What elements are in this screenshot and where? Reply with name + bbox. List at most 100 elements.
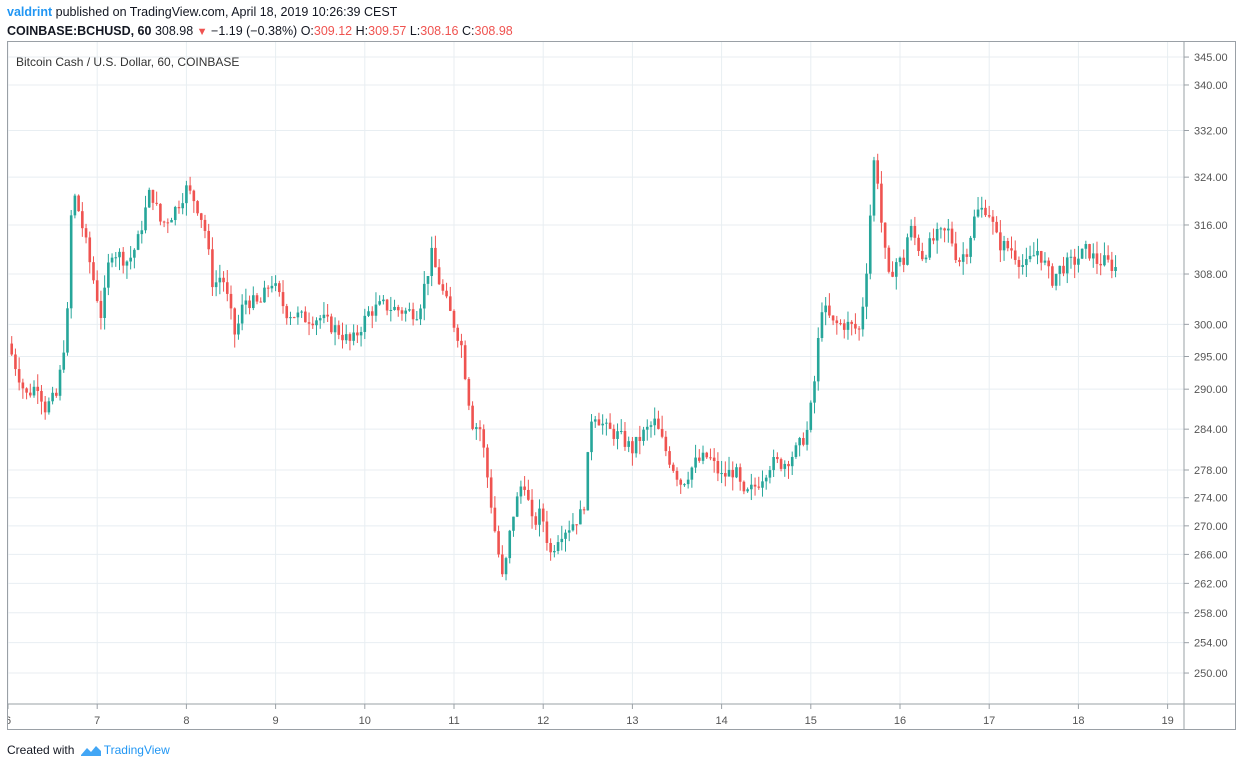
candle-up [980, 207, 984, 210]
candle-down [493, 507, 497, 532]
candle-up [627, 441, 630, 447]
candle-down [199, 213, 203, 220]
candle-down [281, 292, 285, 307]
candle-up [419, 308, 422, 320]
candle-up [393, 306, 396, 310]
candle-down [285, 306, 289, 319]
candle-up [252, 295, 255, 309]
candle-down [631, 441, 634, 454]
candle-down [828, 305, 831, 316]
candle-up [894, 262, 898, 277]
candle-down [225, 282, 229, 294]
candle-down [248, 300, 251, 309]
candle-up [761, 481, 764, 488]
candle-up [374, 304, 378, 316]
candle-down [29, 392, 32, 396]
open-value: 309.12 [313, 24, 353, 38]
candle-down [612, 428, 616, 439]
candle-down [307, 322, 311, 324]
candle-up [586, 452, 590, 511]
candle-up [824, 305, 827, 313]
candle-up [359, 331, 363, 336]
candle-down [1110, 259, 1114, 271]
candle-up [690, 467, 694, 480]
candle-up [129, 257, 132, 262]
candle-down [341, 334, 344, 341]
candle-down [842, 323, 846, 330]
candle-down [671, 464, 675, 471]
candle-up [601, 423, 604, 426]
candle-down [954, 243, 958, 261]
candle-up [404, 310, 407, 314]
candle-down [36, 386, 40, 391]
candle-down [192, 190, 196, 202]
candle-down [229, 293, 233, 309]
candle-down [883, 222, 887, 248]
candle-down [1073, 256, 1076, 265]
candle-down [623, 431, 627, 447]
x-tick-label: 17 [983, 715, 995, 727]
candle-down [675, 470, 679, 480]
candle-down [932, 238, 935, 241]
candle-up [58, 369, 62, 396]
candle-down [597, 419, 601, 426]
candle-down [121, 251, 125, 266]
author-link[interactable]: valdrint [7, 5, 53, 19]
candle-down [452, 310, 456, 328]
y-tick-label: 290.00 [1194, 384, 1228, 396]
y-tick-label: 270.00 [1194, 521, 1228, 533]
candle-up [344, 334, 348, 341]
candle-up [976, 209, 980, 217]
candle-down [81, 211, 84, 229]
candle-down [1013, 250, 1017, 260]
x-tick-label: 11 [448, 715, 459, 727]
candle-down [356, 332, 359, 336]
candle-down [917, 237, 920, 252]
y-tick-label: 258.00 [1194, 608, 1228, 620]
candle-down [486, 447, 489, 478]
candle-up [969, 237, 972, 257]
candle-down [638, 436, 642, 442]
candle-down [1051, 266, 1054, 286]
chart-frame[interactable]: 345.00 340.00 332.00 324.00 316.00 308.00 300.… [7, 41, 1236, 730]
candle-up [783, 463, 787, 469]
candle-down [396, 306, 400, 311]
last-price: 308.98 [154, 24, 194, 38]
candle-up [289, 317, 292, 319]
candle-down [177, 207, 181, 209]
price-chart[interactable]: 345.00 340.00 332.00 324.00 316.00 308.00 300.… [8, 42, 1235, 729]
candle-down [1106, 255, 1110, 260]
candle-up [1025, 259, 1028, 266]
close-value: 308.98 [474, 24, 513, 38]
candle-up [274, 283, 277, 286]
y-tick-label: 262.00 [1194, 578, 1228, 590]
x-tick-label: 10 [359, 715, 371, 727]
tradingview-link[interactable]: TradingView [103, 743, 170, 757]
candle-down [857, 328, 861, 330]
x-tick-label: 12 [537, 715, 549, 727]
candle-up [408, 309, 411, 311]
candle-up [727, 469, 731, 477]
candle-up [1002, 240, 1006, 251]
candle-down [1010, 248, 1013, 251]
candle-down [668, 451, 671, 465]
candle-up [1043, 260, 1047, 263]
candle-up [270, 285, 274, 289]
candle-down [913, 225, 917, 238]
candle-up [865, 273, 868, 307]
candle-down [705, 452, 709, 458]
candle-down [839, 323, 842, 325]
candle-down [958, 260, 961, 262]
candle-up [214, 282, 218, 288]
y-tick-label: 340.00 [1194, 80, 1228, 92]
y-tick-label: 250.00 [1194, 668, 1228, 680]
candle-up [426, 276, 430, 284]
candle-down [222, 277, 225, 283]
candle-down [527, 489, 530, 500]
candle-up [701, 452, 705, 461]
candle-up [170, 220, 173, 223]
candle-up [504, 558, 508, 575]
candle-up [735, 467, 738, 478]
x-tick-label: 9 [273, 715, 279, 727]
candle-up [133, 249, 136, 258]
